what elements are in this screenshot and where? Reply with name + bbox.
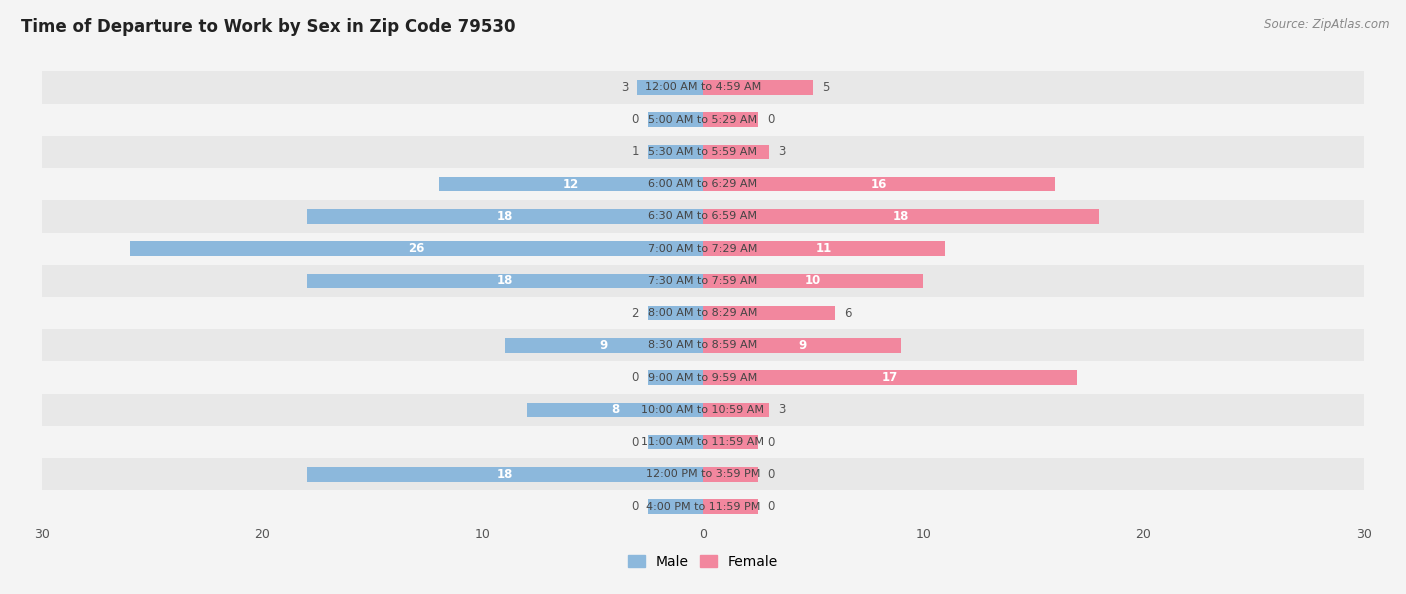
Bar [648, 500, 703, 514]
Text: 18: 18 [496, 274, 513, 287]
Bar [42, 71, 1364, 103]
Text: 6: 6 [844, 307, 852, 320]
Text: 0: 0 [766, 435, 775, 448]
Bar [648, 435, 703, 449]
Bar [703, 209, 1099, 223]
Bar [42, 458, 1364, 491]
Text: 6:30 AM to 6:59 AM: 6:30 AM to 6:59 AM [648, 211, 758, 222]
Text: 18: 18 [496, 210, 513, 223]
Text: 12:00 AM to 4:59 AM: 12:00 AM to 4:59 AM [645, 83, 761, 93]
Bar [307, 467, 703, 482]
Bar [307, 274, 703, 288]
Bar [42, 329, 1364, 362]
Text: 5:30 AM to 5:59 AM: 5:30 AM to 5:59 AM [648, 147, 758, 157]
Text: 11:00 AM to 11:59 AM: 11:00 AM to 11:59 AM [641, 437, 765, 447]
Bar [307, 209, 703, 223]
Text: 11: 11 [815, 242, 832, 255]
Bar [703, 338, 901, 353]
Bar [42, 103, 1364, 136]
Text: 10: 10 [806, 274, 821, 287]
Bar [42, 426, 1364, 458]
Text: 9: 9 [799, 339, 806, 352]
Text: 0: 0 [766, 468, 775, 481]
Bar [703, 241, 945, 256]
Bar [648, 306, 703, 320]
Text: 8:00 AM to 8:29 AM: 8:00 AM to 8:29 AM [648, 308, 758, 318]
Bar [703, 274, 924, 288]
Bar [703, 467, 758, 482]
Text: 0: 0 [631, 113, 640, 126]
Bar [42, 394, 1364, 426]
Bar [703, 500, 758, 514]
Text: 0: 0 [766, 500, 775, 513]
Text: 18: 18 [496, 468, 513, 481]
Bar [703, 435, 758, 449]
Bar [527, 403, 703, 417]
Bar [703, 144, 769, 159]
Text: 4:00 PM to 11:59 PM: 4:00 PM to 11:59 PM [645, 501, 761, 511]
Text: 16: 16 [872, 178, 887, 191]
Text: 8: 8 [610, 403, 619, 416]
Bar [42, 362, 1364, 394]
Bar [648, 371, 703, 385]
Text: 3: 3 [778, 146, 786, 159]
Text: 0: 0 [766, 113, 775, 126]
Text: 17: 17 [882, 371, 898, 384]
Legend: Male, Female: Male, Female [623, 549, 783, 574]
Text: 0: 0 [631, 371, 640, 384]
Text: 2: 2 [631, 307, 640, 320]
Bar [42, 232, 1364, 265]
Bar [637, 80, 703, 94]
Bar [439, 177, 703, 191]
Text: 0: 0 [631, 435, 640, 448]
Bar [703, 306, 835, 320]
Text: 10:00 AM to 10:59 AM: 10:00 AM to 10:59 AM [641, 405, 765, 415]
Bar [648, 144, 703, 159]
Bar [42, 136, 1364, 168]
Text: Source: ZipAtlas.com: Source: ZipAtlas.com [1264, 18, 1389, 31]
Text: 3: 3 [778, 403, 786, 416]
Bar [42, 168, 1364, 200]
Bar [42, 491, 1364, 523]
Bar [42, 265, 1364, 297]
Text: 9: 9 [600, 339, 607, 352]
Text: 7:30 AM to 7:59 AM: 7:30 AM to 7:59 AM [648, 276, 758, 286]
Bar [42, 297, 1364, 329]
Bar [131, 241, 703, 256]
Text: 26: 26 [409, 242, 425, 255]
Text: 5: 5 [823, 81, 830, 94]
Text: 5:00 AM to 5:29 AM: 5:00 AM to 5:29 AM [648, 115, 758, 125]
Text: 0: 0 [631, 500, 640, 513]
Text: 7:00 AM to 7:29 AM: 7:00 AM to 7:29 AM [648, 244, 758, 254]
Text: 1: 1 [631, 146, 640, 159]
Text: 6:00 AM to 6:29 AM: 6:00 AM to 6:29 AM [648, 179, 758, 189]
Text: 3: 3 [620, 81, 628, 94]
Bar [703, 177, 1056, 191]
Text: Time of Departure to Work by Sex in Zip Code 79530: Time of Departure to Work by Sex in Zip … [21, 18, 516, 36]
Bar [703, 112, 758, 127]
Bar [648, 112, 703, 127]
Text: 18: 18 [893, 210, 910, 223]
Bar [42, 200, 1364, 232]
Bar [703, 80, 813, 94]
Bar [703, 403, 769, 417]
Text: 12: 12 [562, 178, 579, 191]
Bar [505, 338, 703, 353]
Bar [703, 371, 1077, 385]
Text: 12:00 PM to 3:59 PM: 12:00 PM to 3:59 PM [645, 469, 761, 479]
Text: 9:00 AM to 9:59 AM: 9:00 AM to 9:59 AM [648, 372, 758, 383]
Text: 8:30 AM to 8:59 AM: 8:30 AM to 8:59 AM [648, 340, 758, 350]
